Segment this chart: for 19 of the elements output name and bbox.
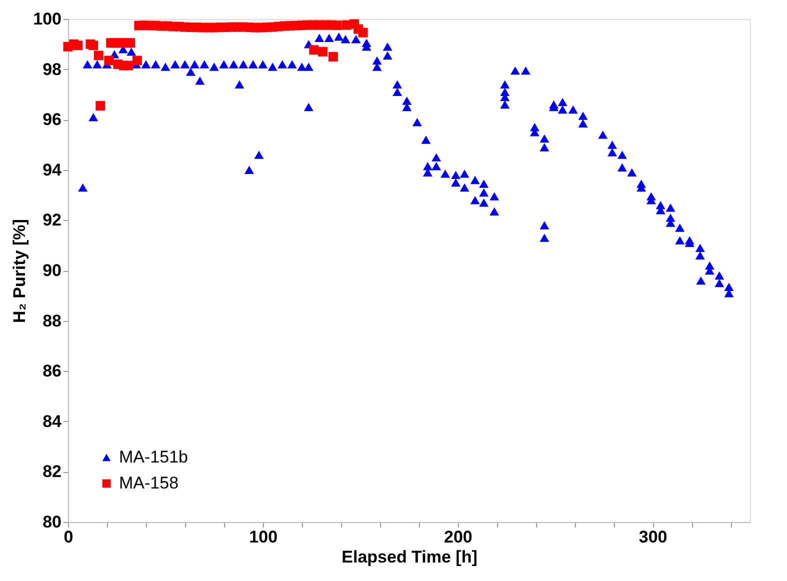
x-tick-label: 0 xyxy=(64,528,74,546)
x-axis-title: Elapsed Time [h] xyxy=(342,548,478,566)
y-axis-title: H₂ Purity [%] xyxy=(10,219,30,323)
x-tick-label: 100 xyxy=(249,528,278,546)
y-tick-label: 96 xyxy=(42,110,62,130)
x-tick-label: 200 xyxy=(444,528,472,546)
y-tick-label: 98 xyxy=(42,60,62,79)
y-tick-label: 88 xyxy=(42,311,62,330)
y-tick-label: 90 xyxy=(42,261,62,280)
x-tick-label: 300 xyxy=(638,528,668,546)
legend-label: MA-158 xyxy=(119,474,179,492)
y-tick-label: 94 xyxy=(42,160,62,180)
y-tick-label: 80 xyxy=(42,512,62,532)
legend-label: MA-151b xyxy=(119,448,188,466)
y-tick-label: 82 xyxy=(42,462,62,482)
y-tick-label: 92 xyxy=(42,210,62,230)
y-tick-label: 86 xyxy=(42,362,62,381)
y-tick-label: 84 xyxy=(42,412,62,431)
y-tick-label: 100 xyxy=(33,10,62,28)
